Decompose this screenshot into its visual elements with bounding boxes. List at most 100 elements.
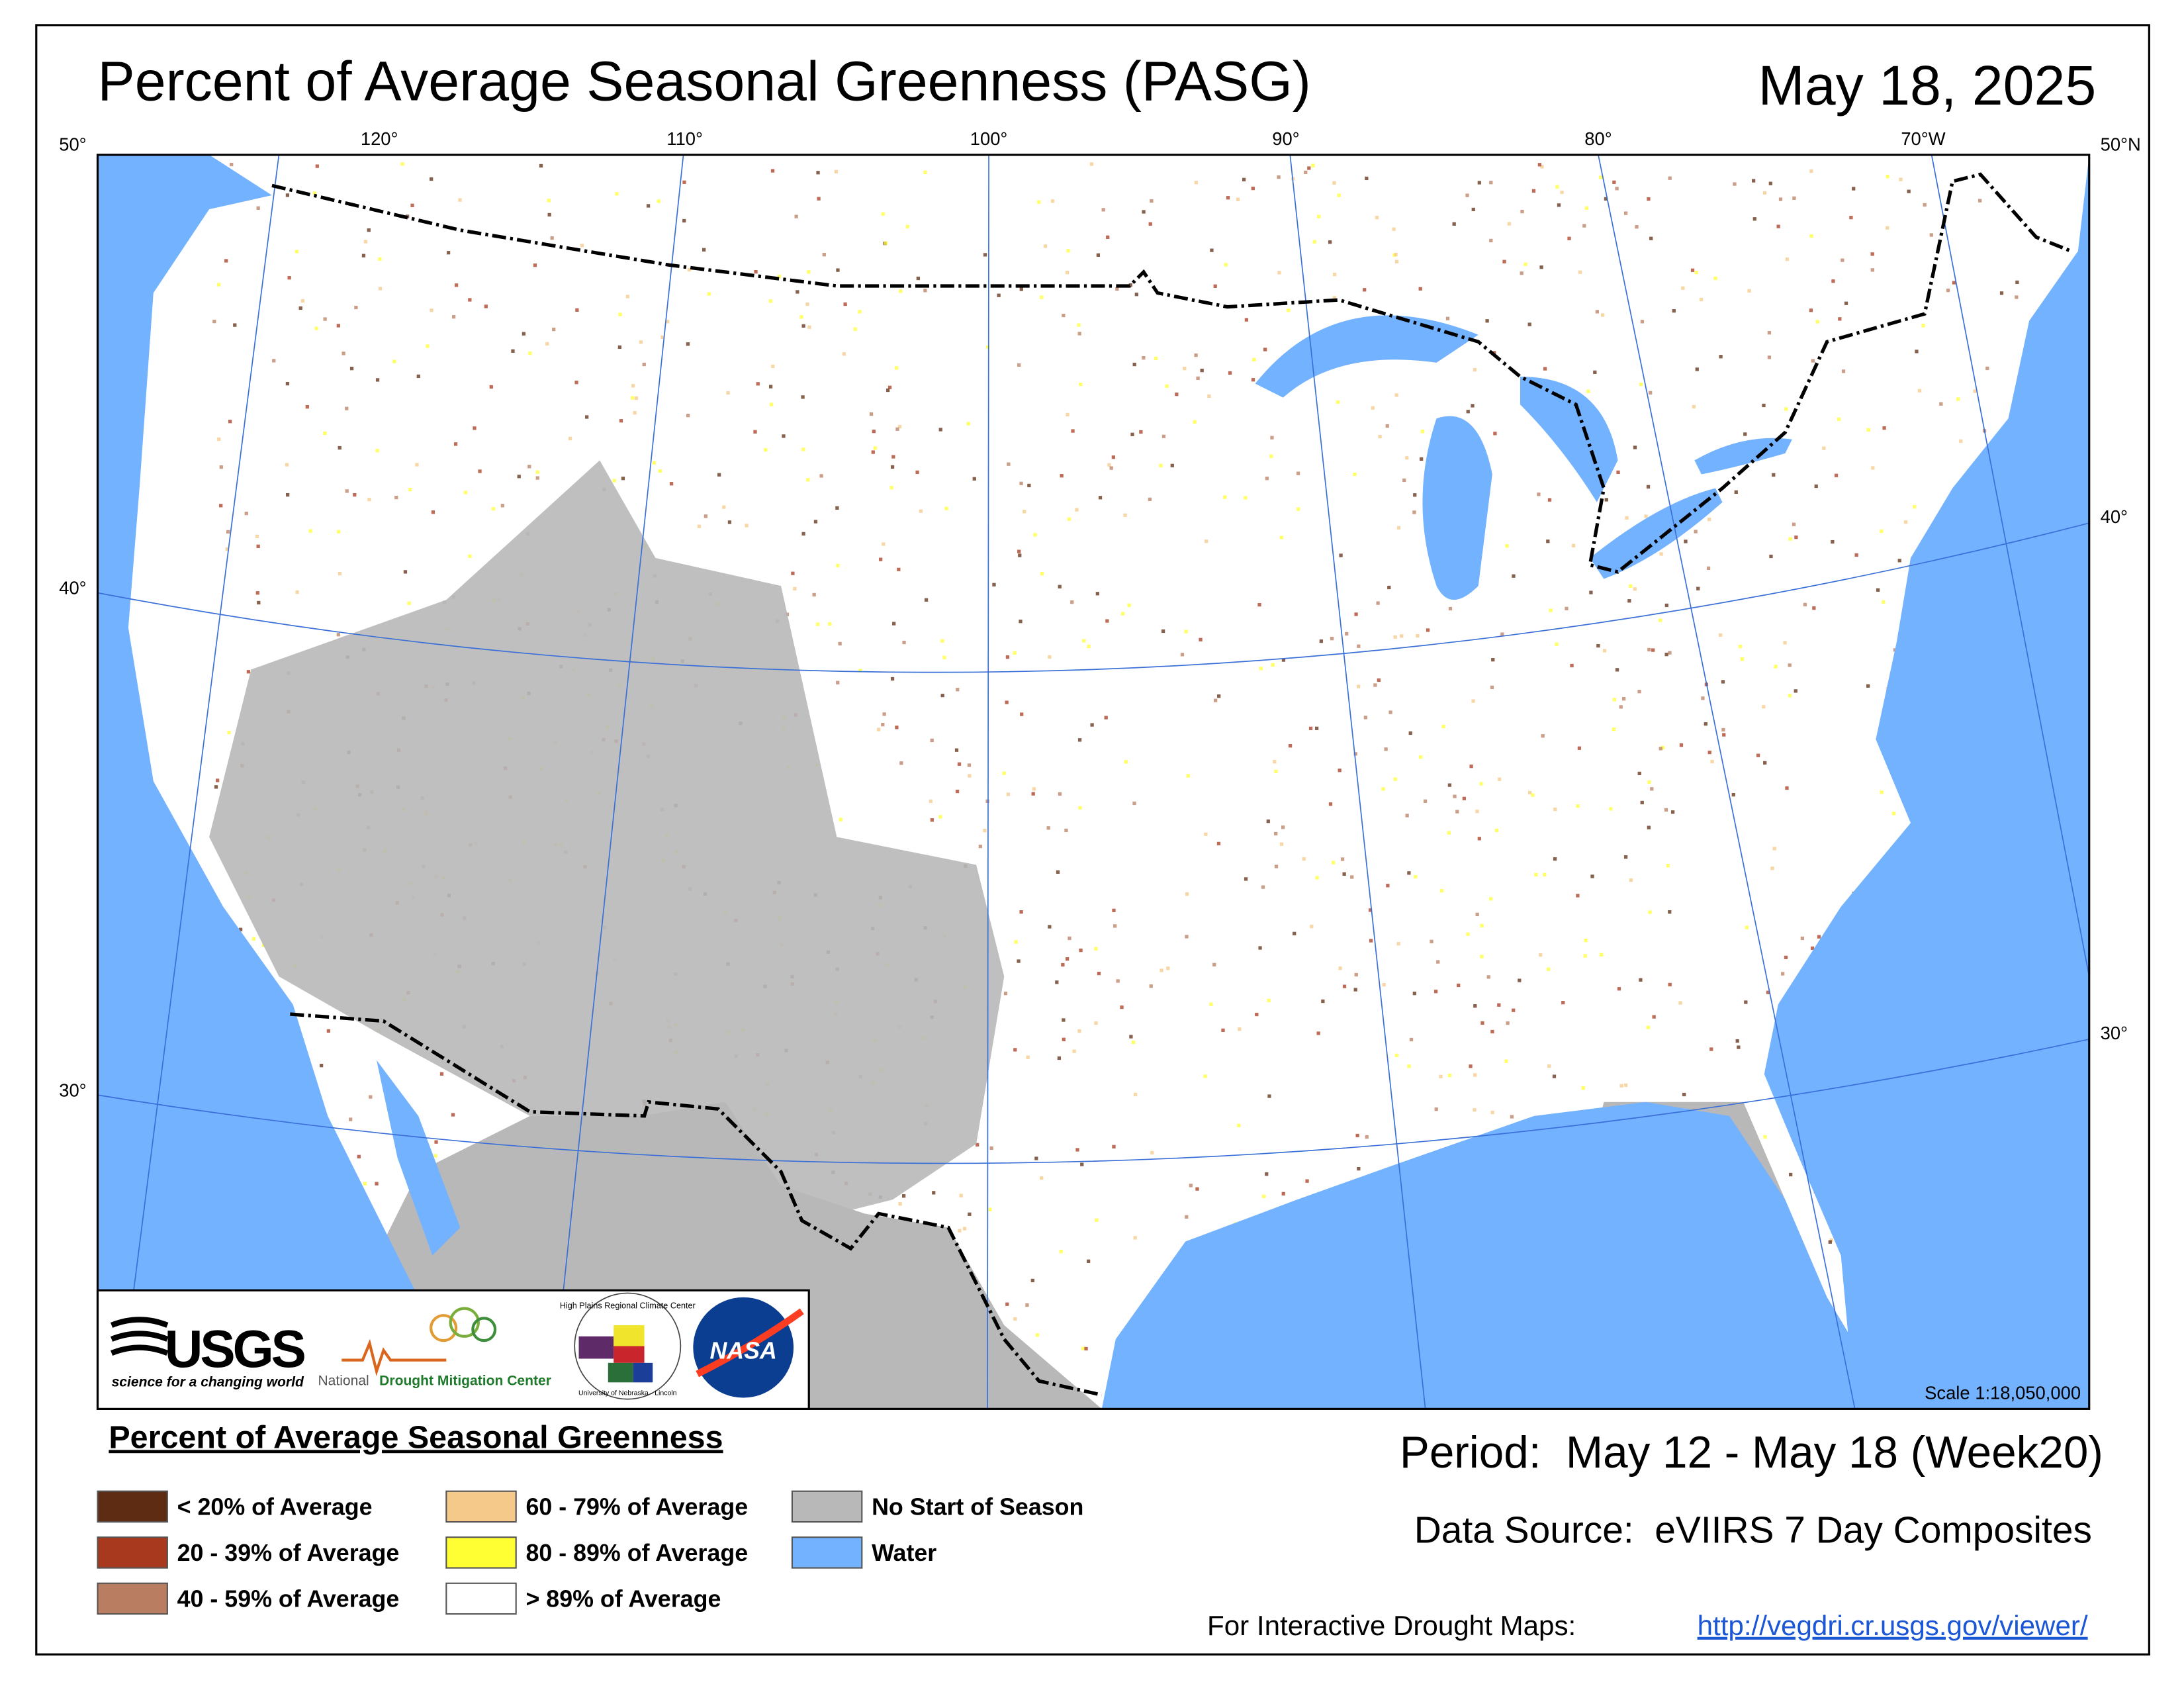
speckle bbox=[1032, 787, 1036, 791]
speckle bbox=[687, 267, 692, 272]
speckle bbox=[1612, 727, 1616, 731]
date: May 18, 2025 bbox=[1758, 54, 2097, 117]
speckle bbox=[1719, 633, 1723, 637]
speckle bbox=[1205, 539, 1208, 543]
speckle bbox=[1946, 289, 1950, 293]
speckle bbox=[828, 622, 832, 626]
speckle bbox=[1107, 463, 1111, 467]
speckle bbox=[1769, 554, 1773, 559]
speckle bbox=[458, 198, 462, 202]
speckle bbox=[1581, 1086, 1585, 1090]
speckle bbox=[1583, 954, 1587, 958]
speckle bbox=[1762, 705, 1766, 709]
speckle bbox=[1577, 746, 1582, 750]
speckle bbox=[1040, 295, 1044, 299]
viewer-link[interactable]: http://vegdri.cr.usgs.gov/viewer/ bbox=[1698, 1610, 2088, 1641]
speckle bbox=[1792, 196, 1796, 200]
speckle bbox=[1258, 946, 1262, 950]
speckle bbox=[1003, 992, 1008, 996]
speckle bbox=[426, 344, 430, 348]
speckle bbox=[1077, 1029, 1081, 1033]
map: Scale 1:18,050,000 bbox=[97, 154, 2089, 1409]
speckle bbox=[669, 482, 674, 486]
speckle bbox=[819, 474, 823, 478]
pacific bbox=[97, 154, 447, 1409]
speckle bbox=[1084, 1346, 1088, 1351]
speckle bbox=[1647, 825, 1651, 829]
speckle bbox=[1837, 417, 1841, 421]
speckle bbox=[1822, 446, 1826, 450]
speckle bbox=[1321, 999, 1325, 1004]
speckle bbox=[257, 600, 261, 605]
legend-label: > 89% of Average bbox=[525, 1586, 721, 1613]
speckle bbox=[1281, 825, 1285, 829]
coordinate-labels: 120° 110° 100° 90° 80° 70°W 50° 40° 30° 50°N 40° 30… bbox=[59, 128, 2141, 1100]
speckle bbox=[1452, 222, 1456, 226]
title: Percent of Average Seasonal Greenness (P… bbox=[98, 50, 1311, 113]
speckle bbox=[1077, 738, 1082, 742]
speckle bbox=[1785, 786, 1789, 790]
speckle bbox=[1007, 462, 1011, 466]
speckle bbox=[1132, 801, 1136, 806]
speckle bbox=[1694, 530, 1698, 534]
speckle bbox=[1498, 777, 1502, 781]
speckle bbox=[1277, 271, 1281, 275]
speckle bbox=[704, 514, 708, 518]
speckle bbox=[1305, 1179, 1309, 1183]
speckle bbox=[1733, 182, 1737, 186]
speckle bbox=[813, 520, 818, 524]
speckle bbox=[666, 320, 670, 324]
legend: < 20% of Average 20 - 39% of Average 40 - … bbox=[97, 1490, 1083, 1615]
speckle bbox=[1788, 694, 1792, 698]
speckle bbox=[1959, 439, 1963, 444]
speckle bbox=[1644, 514, 1648, 518]
speckle bbox=[1062, 313, 1066, 318]
speckle bbox=[1279, 842, 1284, 846]
speckle bbox=[658, 469, 662, 473]
speckle bbox=[1547, 1064, 1551, 1068]
speckle bbox=[942, 655, 946, 659]
speckle bbox=[1485, 319, 1489, 323]
speckle bbox=[1668, 651, 1672, 655]
speckle bbox=[1747, 289, 1751, 293]
speckle bbox=[621, 477, 625, 481]
speckle bbox=[836, 268, 840, 272]
speckle bbox=[916, 276, 920, 281]
speckle bbox=[1471, 207, 1475, 212]
speckle bbox=[1131, 1040, 1136, 1045]
speckle bbox=[890, 465, 895, 469]
speckle bbox=[2015, 295, 2019, 299]
speckle bbox=[1709, 1047, 1713, 1051]
speckle bbox=[215, 778, 220, 782]
speckle bbox=[1281, 1192, 1285, 1196]
speckle bbox=[625, 295, 630, 299]
speckle bbox=[1512, 574, 1516, 578]
speckle bbox=[256, 206, 260, 210]
longitude-label: 70°W bbox=[1901, 128, 1945, 149]
speckle bbox=[1159, 463, 1163, 467]
legend-swatch bbox=[97, 1490, 168, 1523]
speckle bbox=[1237, 1123, 1241, 1127]
speckle bbox=[1412, 510, 1416, 514]
atlantic-gulf bbox=[1101, 154, 2089, 1409]
speckle bbox=[1810, 946, 1815, 951]
speckle bbox=[1095, 592, 1099, 596]
speckle bbox=[1271, 663, 1275, 667]
speckle bbox=[1244, 318, 1249, 322]
speckle bbox=[246, 670, 251, 674]
speckle bbox=[1466, 932, 1470, 936]
speckle bbox=[1939, 402, 1943, 406]
speckle bbox=[1328, 240, 1332, 244]
speckle bbox=[1524, 262, 1527, 266]
speckle bbox=[1471, 699, 1475, 703]
speckle bbox=[1670, 810, 1675, 814]
speckle bbox=[1288, 744, 1293, 748]
speckle bbox=[966, 422, 970, 426]
speckle bbox=[1005, 700, 1009, 704]
speckle bbox=[892, 622, 896, 626]
speckle bbox=[1661, 745, 1665, 750]
speckle bbox=[1684, 539, 1688, 543]
legend-swatch bbox=[97, 1536, 168, 1569]
speckle bbox=[1017, 549, 1021, 553]
speckle bbox=[1112, 908, 1116, 912]
